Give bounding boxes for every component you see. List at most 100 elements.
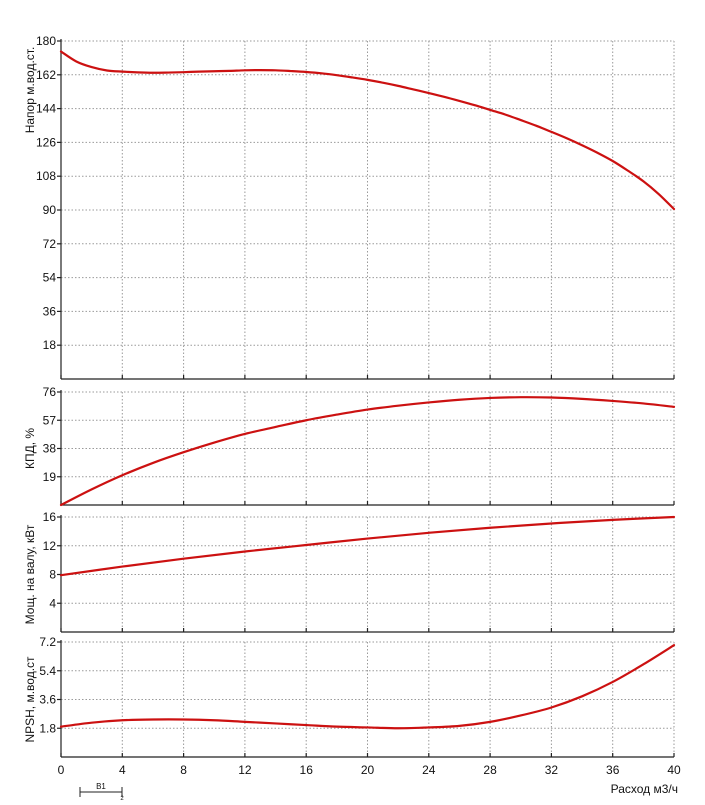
y-tick-label: 72 xyxy=(43,237,57,251)
data-point xyxy=(122,566,123,567)
x-tick-label: 12 xyxy=(238,763,252,777)
data-point xyxy=(76,61,77,62)
y-axis-label: NPSH, м.вод.ст xyxy=(23,656,37,743)
y-tick-label: 180 xyxy=(36,34,56,48)
data-point xyxy=(612,400,613,401)
panel-2: 19 38 57 76 КПД, % xyxy=(23,385,676,507)
data-point xyxy=(168,72,169,73)
x-tick-label: 0 xyxy=(58,763,65,777)
data-point xyxy=(459,725,460,726)
data-point xyxy=(581,145,582,146)
data-point xyxy=(612,160,613,161)
series-line-4 xyxy=(59,644,676,730)
x-axis-label: Расход м3/ч xyxy=(611,782,678,796)
y-axis-label: Мощ. на валу, кВт xyxy=(23,524,37,624)
y-tick-label: 126 xyxy=(36,135,56,149)
data-point xyxy=(122,475,123,476)
data-point xyxy=(367,409,368,410)
data-point xyxy=(336,414,337,415)
data-point xyxy=(321,73,322,74)
data-point xyxy=(183,719,184,720)
x-tick-label: 36 xyxy=(606,763,620,777)
panel-3: 4 8 12 16 Мощ. на валу, кВт xyxy=(23,510,676,633)
data-point xyxy=(244,433,245,434)
data-point xyxy=(214,720,215,721)
x-tick-label: 8 xyxy=(180,763,187,777)
legend-sub-label: 2 xyxy=(120,796,124,800)
y-tick-label: 7.2 xyxy=(39,635,56,649)
data-point xyxy=(673,645,674,646)
data-point xyxy=(229,70,230,71)
data-point xyxy=(612,681,613,682)
data-point xyxy=(551,707,552,708)
data-point xyxy=(275,70,276,71)
data-point xyxy=(597,152,598,153)
data-point xyxy=(520,397,521,398)
data-point xyxy=(520,715,521,716)
data-point xyxy=(413,89,414,90)
y-tick-label: 36 xyxy=(43,304,57,318)
x-tick-label: 32 xyxy=(545,763,559,777)
y-tick-label: 1.8 xyxy=(39,721,56,735)
data-point xyxy=(428,532,429,533)
data-point xyxy=(60,504,61,505)
data-point xyxy=(306,71,307,72)
data-point xyxy=(428,402,429,403)
data-point xyxy=(428,92,429,93)
data-point xyxy=(551,131,552,132)
y-tick-label: 18 xyxy=(43,338,57,352)
data-point xyxy=(60,575,61,576)
data-point xyxy=(490,109,491,110)
y-tick-label: 144 xyxy=(36,102,56,116)
data-point xyxy=(275,426,276,427)
data-point xyxy=(244,551,245,552)
x-tick-label: 20 xyxy=(361,763,375,777)
data-point xyxy=(137,72,138,73)
y-tick-label: 54 xyxy=(43,271,57,285)
data-point xyxy=(91,67,92,68)
y-axis-label: КПД, % xyxy=(23,428,37,469)
data-point xyxy=(306,420,307,421)
y-tick-label: 38 xyxy=(43,442,57,456)
data-point xyxy=(183,452,184,453)
y-tick-label: 3.6 xyxy=(39,693,56,707)
y-tick-label: 4 xyxy=(49,596,56,610)
x-tick-label: 40 xyxy=(667,763,681,777)
data-point xyxy=(122,720,123,721)
data-point xyxy=(490,397,491,398)
data-point xyxy=(198,71,199,72)
series-line-3 xyxy=(59,515,676,577)
data-point xyxy=(352,77,353,78)
data-point xyxy=(382,82,383,83)
data-point xyxy=(122,71,123,72)
data-point xyxy=(214,71,215,72)
y-tick-label: 5.4 xyxy=(39,664,56,678)
x-tick-label: 24 xyxy=(422,763,436,777)
data-point xyxy=(398,405,399,406)
y-axis-label: Напор м.вод.ст. xyxy=(23,47,37,134)
data-point xyxy=(444,96,445,97)
data-point xyxy=(260,70,261,71)
y-tick-label: 19 xyxy=(43,470,57,484)
data-point xyxy=(244,721,245,722)
data-point xyxy=(60,726,61,727)
y-tick-label: 16 xyxy=(43,510,57,524)
data-point xyxy=(658,193,659,194)
data-point xyxy=(367,79,368,80)
data-point xyxy=(581,398,582,399)
data-point xyxy=(673,516,674,517)
data-point xyxy=(60,51,61,52)
data-point xyxy=(306,724,307,725)
y-tick-label: 108 xyxy=(36,169,56,183)
data-point xyxy=(152,462,153,463)
legend-marker: B1 2 xyxy=(79,782,124,802)
y-tick-label: 8 xyxy=(49,568,56,582)
data-point xyxy=(459,399,460,400)
data-point xyxy=(474,105,475,106)
data-point xyxy=(183,558,184,559)
data-point xyxy=(490,721,491,722)
data-point xyxy=(275,723,276,724)
